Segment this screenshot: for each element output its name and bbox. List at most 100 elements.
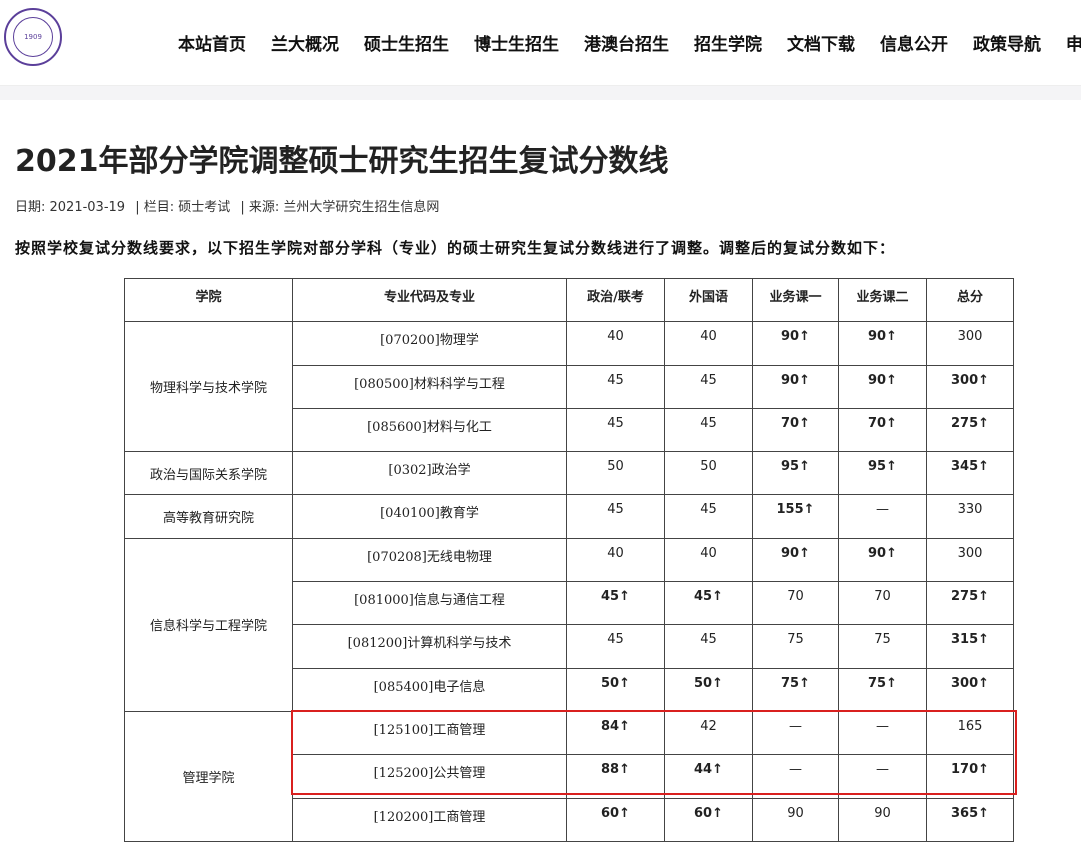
score-cell: 70↑ bbox=[838, 407, 927, 453]
score-cell: 40 bbox=[664, 321, 753, 366]
score-cell: — bbox=[752, 754, 839, 799]
college-cell: 高等教育研究院 bbox=[124, 494, 293, 539]
major-cell: [080500]材料科学与工程 bbox=[292, 364, 567, 409]
college-cell: 管理学院 bbox=[124, 710, 293, 842]
major-cell: [085400]电子信息 bbox=[292, 667, 567, 712]
column-header: 业务课二 bbox=[838, 277, 927, 323]
main-nav: 本站首页 兰大概况 硕士生招生 博士生招生 港澳台招生 招生学院 文档下载 信息公开 政策导航 申 bbox=[178, 30, 1081, 55]
table-row: [081200]计算机科学与技术 45 45 75 75 315↑ bbox=[125, 624, 1014, 669]
site-header: 1909 本站首页 兰大概况 硕士生招生 博士生招生 港澳台招生 招生学院 文档下载 信息公开… bbox=[0, 0, 1081, 86]
nav-item[interactable]: 硕士生招生 bbox=[364, 35, 449, 55]
score-cell: 50↑ bbox=[664, 667, 753, 712]
score-cell: 40 bbox=[566, 321, 665, 366]
page-title: 2021年部分学院调整硕士研究生招生复试分数线 bbox=[15, 144, 669, 179]
score-cell: 90 bbox=[752, 797, 839, 842]
score-cell: 90↑ bbox=[838, 537, 927, 583]
nav-item[interactable]: 博士生招生 bbox=[474, 35, 559, 55]
score-cell: 300↑ bbox=[926, 667, 1014, 712]
score-cell: 90↑ bbox=[752, 321, 839, 366]
table-row: [085600]材料与化工 45 45 70↑ 70↑ 275↑ bbox=[125, 407, 1014, 453]
major-cell: [070200]物理学 bbox=[292, 321, 567, 366]
score-cell: 75↑ bbox=[838, 667, 927, 712]
column-header: 政治/联考 bbox=[566, 277, 665, 323]
score-cell: 275↑ bbox=[926, 581, 1014, 626]
column-header: 业务课一 bbox=[752, 277, 839, 323]
score-cell: 50 bbox=[566, 451, 665, 496]
nav-item[interactable]: 文档下载 bbox=[787, 35, 855, 55]
score-cell: 75 bbox=[838, 624, 927, 669]
score-cell: 300 bbox=[926, 321, 1014, 366]
score-cell: 70 bbox=[752, 581, 839, 626]
table-row: 信息科学与工程学院 [070208]无线电物理 40 40 90↑ 90↑ 300 bbox=[124, 537, 1014, 712]
score-cell: 45 bbox=[566, 364, 665, 409]
score-cell: 84↑ bbox=[566, 710, 665, 756]
score-cell: 170↑ bbox=[926, 754, 1014, 799]
nav-item[interactable]: 政策导航 bbox=[973, 35, 1041, 55]
score-cell: 88↑ bbox=[566, 754, 665, 799]
source: | 来源: 兰州大学研究生招生信息网 bbox=[240, 200, 440, 215]
nav-item[interactable]: 兰大概况 bbox=[271, 35, 339, 55]
score-cell: 45 bbox=[664, 364, 753, 409]
score-cell: 330 bbox=[926, 494, 1014, 539]
table-row: 政治与国际关系学院 [0302]政治学 50 50 95↑ 95↑ 345↑ bbox=[124, 451, 1014, 496]
score-cell: 60↑ bbox=[664, 797, 753, 842]
score-cell: 40 bbox=[566, 537, 665, 583]
score-cell: 42 bbox=[664, 710, 753, 756]
intro-paragraph: 按照学校复试分数线要求，以下招生学院对部分学科（专业）的硕士研究生复试分数线进行… bbox=[15, 239, 896, 257]
score-cell: 90↑ bbox=[838, 364, 927, 409]
score-cell: 365↑ bbox=[926, 797, 1014, 842]
score-cell: — bbox=[838, 494, 927, 539]
score-cell: 90 bbox=[838, 797, 927, 842]
score-cell: 45↑ bbox=[566, 581, 665, 626]
nav-item[interactable]: 本站首页 bbox=[178, 35, 246, 55]
column-header: 学院 bbox=[124, 277, 293, 323]
score-cell: 44↑ bbox=[664, 754, 753, 799]
score-cell: 165 bbox=[926, 710, 1014, 756]
table-row: [085400]电子信息 50↑ 50↑ 75↑ 75↑ 300↑ bbox=[125, 667, 1014, 712]
university-logo[interactable]: 1909 bbox=[4, 8, 62, 66]
score-cell: 75↑ bbox=[752, 667, 839, 712]
score-cell: 70 bbox=[838, 581, 927, 626]
table-row: 高等教育研究院 [040100]教育学 45 45 155↑ —330 bbox=[124, 494, 1014, 539]
table-row: 管理学院 [125100]工商管理 84↑ 42— —165 bbox=[124, 710, 1014, 842]
score-cell: 50 bbox=[664, 451, 753, 496]
major-cell: [120200]工商管理 bbox=[292, 797, 567, 842]
table-row: [125200]公共管理 88↑ 44↑ — —170↑ bbox=[125, 754, 1014, 799]
score-table: 学院 专业代码及专业 政治/联考 外国语 业务课一 业务课二 总分 物理科学与技术学院 [07… bbox=[124, 277, 1014, 842]
score-cell: 45 bbox=[664, 624, 753, 669]
score-cell: 95↑ bbox=[752, 451, 839, 496]
score-cell: — bbox=[838, 754, 927, 799]
college-cell: 政治与国际关系学院 bbox=[124, 451, 293, 496]
major-cell: [085600]材料与化工 bbox=[292, 407, 567, 453]
nav-item[interactable]: 信息公开 bbox=[880, 35, 948, 55]
column-link[interactable]: | 栏目: 硕士考试 bbox=[135, 200, 231, 215]
score-cell: 70↑ bbox=[752, 407, 839, 453]
score-cell: 45 bbox=[664, 407, 753, 453]
nav-item[interactable]: 港澳台招生 bbox=[584, 35, 669, 55]
column-header: 总分 bbox=[926, 277, 1014, 323]
score-cell: 60↑ bbox=[566, 797, 665, 842]
score-cell: 300 bbox=[926, 537, 1014, 583]
major-cell: [081000]信息与通信工程 bbox=[292, 581, 567, 626]
table-row: [081000]信息与通信工程 45↑ 45↑ 70 70 275↑ bbox=[125, 581, 1014, 626]
score-cell: 95↑ bbox=[838, 451, 927, 496]
major-cell: [125200]公共管理 bbox=[292, 754, 567, 799]
score-cell: — bbox=[838, 710, 927, 756]
column-header: 专业代码及专业 bbox=[292, 277, 567, 323]
college-cell: 物理科学与技术学院 bbox=[124, 321, 293, 453]
major-cell: [125100]工商管理 bbox=[292, 710, 567, 756]
table-row: 物理科学与技术学院 [070200]物理学 40 40 90↑ 90↑ 300 bbox=[124, 321, 1014, 453]
major-cell: [040100]教育学 bbox=[292, 494, 567, 539]
score-cell: 155↑ bbox=[752, 494, 839, 539]
nav-item[interactable]: 招生学院 bbox=[694, 35, 762, 55]
score-cell: 50↑ bbox=[566, 667, 665, 712]
score-cell: 345↑ bbox=[926, 451, 1014, 496]
score-cell: 90↑ bbox=[752, 364, 839, 409]
table-row: [080500]材料科学与工程 45 45 90↑ 90↑ 300↑ bbox=[125, 364, 1014, 409]
nav-item[interactable]: 申 bbox=[1066, 35, 1081, 55]
score-cell: 45 bbox=[664, 494, 753, 539]
score-cell: 40 bbox=[664, 537, 753, 583]
major-cell: [070208]无线电物理 bbox=[292, 537, 567, 583]
score-cell: 45 bbox=[566, 494, 665, 539]
score-cell: 45 bbox=[566, 407, 665, 453]
